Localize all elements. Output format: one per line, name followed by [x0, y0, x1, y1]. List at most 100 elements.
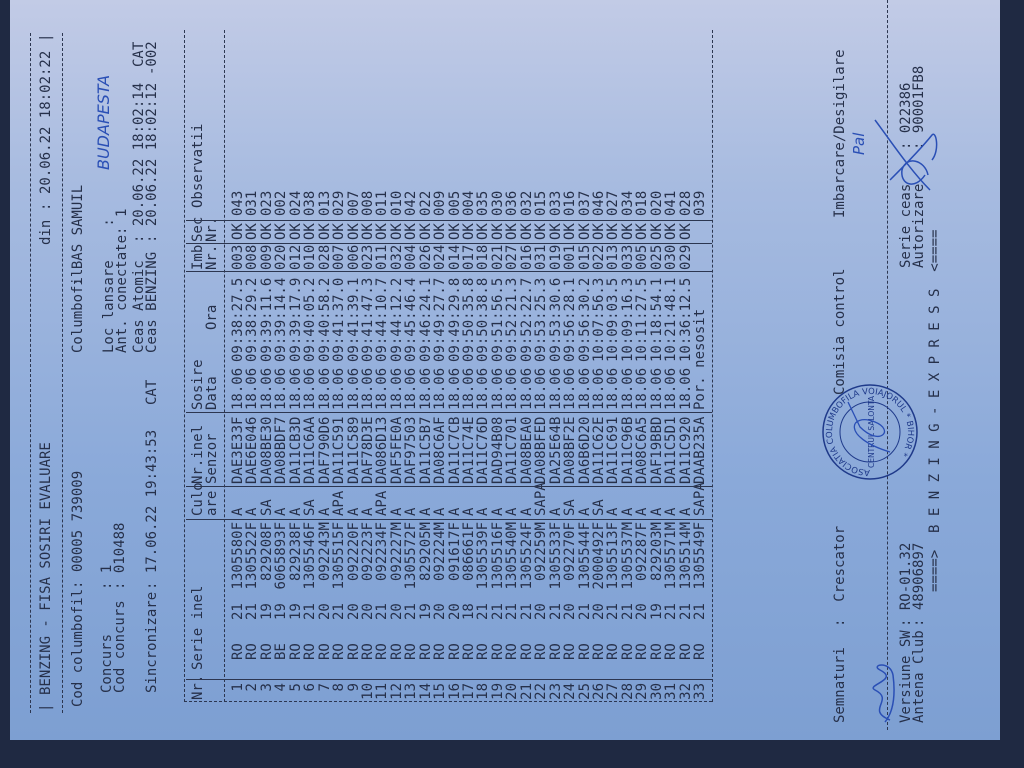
row-number: 22 [533, 683, 550, 700]
header-pipe-right: | [38, 33, 54, 42]
arrival-time: 09:40:05.2 [302, 277, 319, 362]
observatii: 022 [417, 190, 434, 216]
row-number: 9 [345, 683, 362, 692]
country: RO [403, 643, 420, 660]
year: 19 [417, 603, 434, 620]
column-divider [186, 519, 712, 520]
observatii: 039 [692, 190, 709, 216]
color: A [244, 507, 261, 516]
observatii: 007 [345, 190, 362, 216]
arrival-time: 09:50:35.8 [461, 277, 478, 362]
color: SAPA [533, 482, 550, 516]
observatii: 034 [619, 190, 636, 216]
row-number: 10 [359, 683, 376, 700]
ring-number: 829205M [417, 522, 434, 582]
year: 21 [475, 603, 492, 620]
arrival-date: 18.06 [648, 367, 665, 410]
arrival-time: 09:41:47.3 [359, 277, 376, 362]
arrival-time: 09:49:29.8 [446, 277, 463, 362]
imb-nr: 029 [677, 244, 694, 270]
imb-nr: 006 [345, 244, 362, 270]
sensor-id: DA11C691 [605, 416, 622, 484]
column-divider [186, 220, 712, 221]
arrival-date: 18.06 [533, 367, 550, 410]
row-number: 3 [258, 683, 275, 692]
observatii: 002 [273, 190, 290, 216]
arrival-date: 18.06 [273, 367, 290, 410]
column-divider [186, 271, 712, 272]
arrival-time: 09:41:39.1 [345, 277, 362, 362]
observatii: 005 [446, 190, 463, 216]
color: A [518, 507, 535, 516]
observatii: 004 [461, 190, 478, 216]
sec-status: OK [504, 223, 521, 240]
observatii: 024 [287, 190, 304, 216]
arrival-time: 09:50:38.8 [475, 277, 492, 362]
color: A [316, 507, 333, 516]
crescator-label: : Crescator [832, 525, 848, 627]
year: 21 [230, 603, 246, 620]
country: BE [273, 643, 290, 660]
color: A [504, 507, 521, 516]
observatii: 011 [374, 190, 391, 216]
imb-nr: 004 [403, 244, 420, 270]
year: 21 [605, 603, 622, 620]
imb-nr: 032 [388, 244, 405, 270]
imb-nr: 008 [244, 244, 261, 270]
ring-number: 1305549F [692, 522, 709, 590]
year: 21 [489, 603, 506, 620]
ring-number: 1305546F [302, 522, 319, 590]
arrival-time: 10:09:03.5 [605, 277, 622, 362]
arrival-date: 18.06 [504, 367, 521, 410]
stamp-inner-circle [839, 401, 901, 463]
sec-status: OK [388, 223, 405, 240]
ring-number: 1305516F [489, 522, 506, 590]
col-header-ora: Ora [204, 304, 220, 330]
sensor-id: DA08BFED [533, 416, 550, 484]
observatii: 013 [316, 190, 333, 216]
arrival-date: 18.06 [461, 367, 478, 410]
color: A [489, 507, 506, 516]
country: RO [533, 643, 550, 660]
sec-status: OK [591, 223, 607, 240]
imb-nr: 024 [432, 244, 449, 270]
imb-nr: 003 [230, 244, 246, 270]
color: A [345, 507, 362, 516]
ring-number: 1305514M [677, 522, 694, 590]
handwritten-name: Pal [850, 132, 868, 155]
imb-nr: 014 [446, 244, 463, 270]
country: RO [345, 643, 362, 660]
imb-nr: 013 [605, 244, 622, 270]
row-number: 4 [273, 683, 290, 692]
sensor-id: DA11C6AA [302, 416, 319, 484]
sec-status: OK [302, 223, 319, 240]
year: 21 [663, 603, 680, 620]
imb-nr: 011 [374, 244, 391, 270]
arrival-time: 09:39:11.6 [258, 277, 275, 362]
row-number: 32 [677, 683, 694, 700]
ring-number: 1305533F [547, 522, 564, 590]
col-header-sosire: Sosire [190, 359, 206, 410]
row-number: 31 [663, 683, 680, 700]
sensor-id: DAF97503 [403, 416, 420, 484]
ant-conectate-label: Ant. conectate: [114, 226, 130, 353]
header-bottom-border [62, 33, 63, 713]
sec-status: OK [359, 223, 376, 240]
column-divider [186, 412, 712, 413]
arrival-date: 18.06 [345, 367, 362, 410]
sec-status: OK [605, 223, 622, 240]
year: 20 [359, 603, 376, 620]
ring-number: 092234F [374, 522, 391, 582]
year: 19 [258, 603, 275, 620]
color: A [634, 507, 651, 516]
color: A [475, 507, 492, 516]
sensor-id: DA11C62E [591, 416, 607, 484]
arrival-date: 18.06 [634, 367, 651, 410]
color: SA [258, 499, 275, 516]
brand-banner: ====> B E N Z I N G - E X P R E S S <===… [927, 229, 943, 592]
imb-nr: 020 [273, 244, 290, 270]
year: 21 [244, 603, 261, 620]
sensor-id: DAF790D6 [316, 416, 333, 484]
row-number: 6 [302, 683, 319, 692]
country: RO [692, 643, 709, 660]
